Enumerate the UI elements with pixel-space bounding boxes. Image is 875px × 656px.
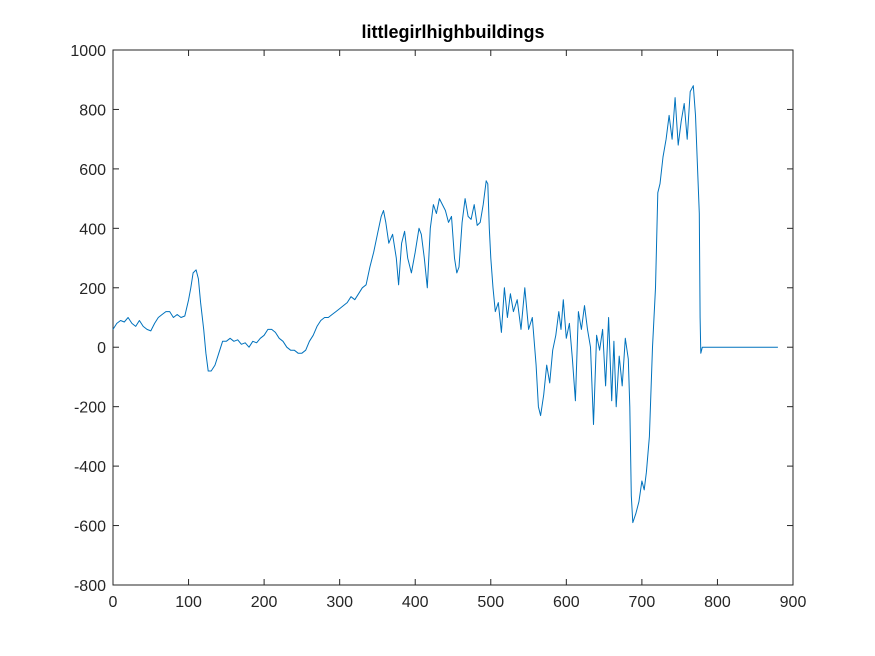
axes-box — [112, 49, 794, 586]
y-tick-label: 200 — [79, 281, 106, 298]
x-tick-label: 100 — [175, 594, 202, 611]
y-tick-label: -400 — [74, 459, 106, 476]
y-tick-label: 1000 — [70, 43, 106, 60]
plot-area: 0 100 200 300 400 500 600 700 800 900 -800 -600 -40… — [70, 43, 806, 611]
x-tick-label: 600 — [553, 594, 580, 611]
x-tick-label: 300 — [326, 594, 353, 611]
y-tick-label: 800 — [79, 102, 106, 119]
x-tick-label: 900 — [780, 594, 807, 611]
y-tick-label: -200 — [74, 400, 106, 417]
y-tick-label: -800 — [74, 578, 106, 595]
x-tick-label: 500 — [477, 594, 504, 611]
x-tick-label: 800 — [704, 594, 731, 611]
chart-title: littlegirlhighbuildings — [362, 22, 545, 42]
y-axis: -800 -600 -400 -200 0 200 400 600 800 1000 — [70, 43, 793, 595]
x-axis: 0 100 200 300 400 500 600 700 800 900 — [109, 50, 807, 611]
y-tick-label: 600 — [79, 162, 106, 179]
series-line — [112, 85, 778, 524]
y-tick-label: 0 — [97, 340, 106, 357]
x-tick-label: 400 — [402, 594, 429, 611]
x-tick-label: 200 — [251, 594, 278, 611]
x-tick-label: 0 — [109, 594, 118, 611]
y-tick-label: 400 — [79, 221, 106, 238]
y-tick-label: -600 — [74, 519, 106, 536]
x-tick-label: 700 — [629, 594, 656, 611]
